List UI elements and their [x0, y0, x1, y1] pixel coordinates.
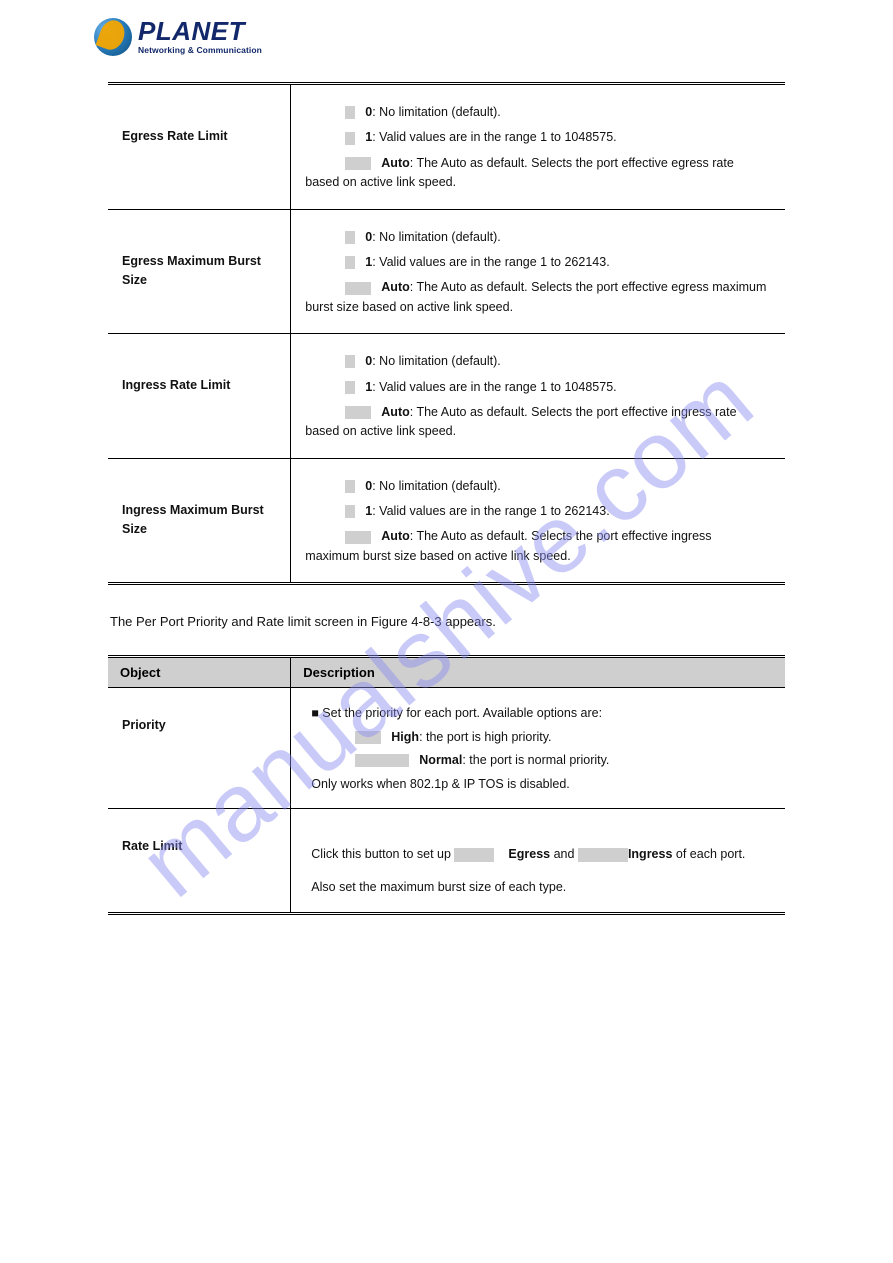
row-ingress-rate-limit: Ingress Rate Limit 0: No limitation (def… — [108, 334, 785, 459]
brand-tagline: Networking & Communication — [138, 45, 262, 55]
page-content: Egress Rate Limit 0: No limitation (defa… — [108, 82, 785, 915]
egress-burst-auto: Auto: The Auto as default. Selects the p… — [305, 278, 767, 317]
header-object: Object — [108, 657, 291, 688]
priority-high: High: the port is high priority. — [355, 728, 767, 747]
egress-rate-auto: Auto: The Auto as default. Selects the p… — [305, 154, 767, 193]
row-egress-rate-limit: Egress Rate Limit 0: No limitation (defa… — [108, 84, 785, 210]
priority-normal: Normal: the port is normal priority. — [355, 751, 767, 770]
label-rate-limit: Rate Limit — [108, 808, 291, 913]
logo-text: PLANET Networking & Communication — [138, 19, 262, 55]
ingress-rate-opt-0: 0: No limitation (default). — [305, 352, 767, 371]
label-ingress-rate: Ingress Rate Limit — [108, 334, 291, 459]
ingress-pill — [578, 848, 628, 862]
header-description: Description — [291, 657, 785, 688]
row-priority: Priority ■ Set the priority for each por… — [108, 688, 785, 809]
row-egress-max-burst: Egress Maximum Burst Size 0: No limitati… — [108, 209, 785, 334]
egress-pill — [454, 848, 494, 862]
rate-apply-line: Click this button to set up Egress and I… — [311, 845, 767, 864]
logo-globe-icon — [94, 18, 132, 56]
egress-rate-opt-1: 1: Valid values are in the range 1 to 10… — [305, 128, 767, 147]
label-ingress-burst: Ingress Maximum Burst Size — [108, 458, 291, 584]
priority-lead: ■ Set the priority for each port. Availa… — [311, 704, 767, 723]
ingress-burst-auto: Auto: The Auto as default. Selects the p… — [305, 527, 767, 566]
label-egress-burst: Egress Maximum Burst Size — [108, 209, 291, 334]
row-rate-limit: Rate Limit Click this button to set up E… — [108, 808, 785, 913]
rate-note: Also set the maximum burst size of each … — [311, 878, 767, 897]
egress-rate-opt-0: 0: No limitation (default). — [305, 103, 767, 122]
ingress-burst-opt-0: 0: No limitation (default). — [305, 477, 767, 496]
row-ingress-max-burst: Ingress Maximum Burst Size 0: No limitat… — [108, 458, 785, 584]
label-priority: Priority — [108, 688, 291, 809]
rate-limit-table: Egress Rate Limit 0: No limitation (defa… — [108, 82, 785, 585]
priority-options: High: the port is high priority. Normal:… — [355, 728, 767, 771]
label-egress-rate: Egress Rate Limit — [108, 84, 291, 210]
ingress-rate-auto: Auto: The Auto as default. Selects the p… — [305, 403, 767, 442]
priority-note: Only works when 802.1p & IP TOS is disab… — [311, 775, 767, 794]
figure-reference-text: The Per Port Priority and Rate limit scr… — [110, 611, 783, 633]
brand-logo: PLANET Networking & Communication — [94, 18, 262, 56]
egress-burst-opt-1: 1: Valid values are in the range 1 to 26… — [305, 253, 767, 272]
egress-burst-opt-0: 0: No limitation (default). — [305, 228, 767, 247]
priority-rate-table: Object Description Priority ■ Set the pr… — [108, 655, 785, 914]
ingress-rate-opt-1: 1: Valid values are in the range 1 to 10… — [305, 378, 767, 397]
brand-name: PLANET — [138, 19, 262, 44]
ingress-burst-opt-1: 1: Valid values are in the range 1 to 26… — [305, 502, 767, 521]
